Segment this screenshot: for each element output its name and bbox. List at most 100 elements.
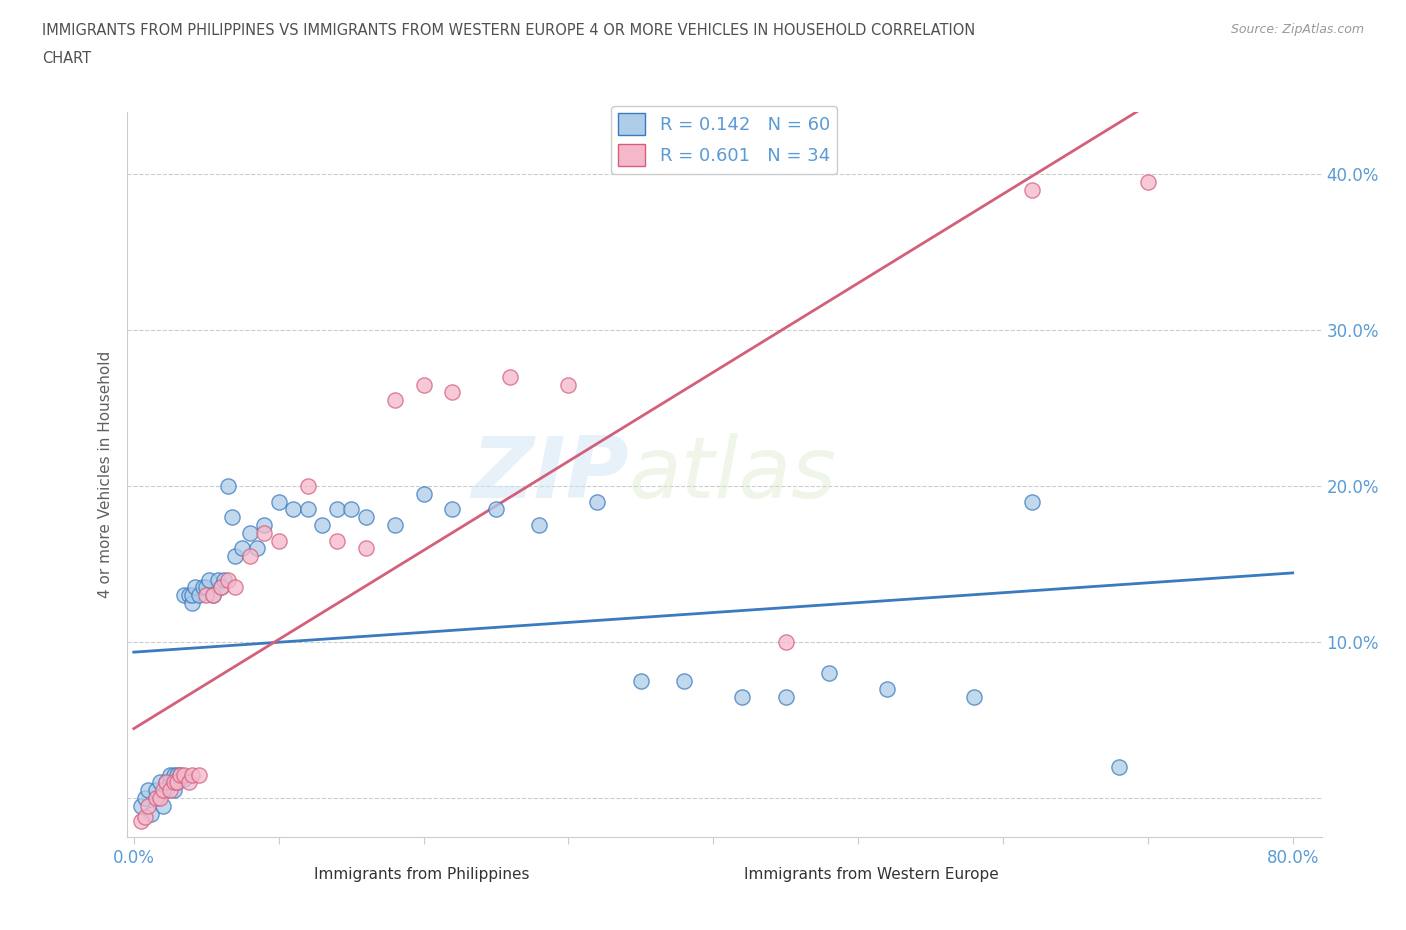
- Point: [1108, 760, 1130, 775]
- Point: [195, 588, 218, 603]
- Point: [177, 775, 200, 790]
- Point: [145, 783, 167, 798]
- Point: [193, 580, 215, 595]
- Point: [239, 549, 262, 564]
- Point: [246, 541, 269, 556]
- Point: [557, 378, 579, 392]
- Point: [231, 541, 253, 556]
- Text: Immigrants from Western Europe: Immigrants from Western Europe: [744, 867, 1000, 882]
- Point: [169, 767, 191, 782]
- Point: [155, 783, 177, 798]
- Point: [209, 580, 232, 595]
- Text: ZIP: ZIP: [471, 432, 628, 516]
- Point: [630, 673, 652, 688]
- Point: [212, 572, 235, 587]
- Text: Immigrants from Philippines: Immigrants from Philippines: [314, 867, 530, 882]
- Point: [173, 588, 195, 603]
- Point: [166, 775, 188, 790]
- Point: [145, 790, 167, 805]
- Point: [384, 392, 406, 407]
- Point: [775, 634, 797, 649]
- Point: [183, 580, 205, 595]
- Point: [152, 798, 174, 813]
- Point: [297, 479, 319, 494]
- Point: [173, 767, 195, 782]
- Point: [253, 518, 276, 533]
- Point: [441, 385, 464, 400]
- Point: [155, 775, 177, 790]
- Point: [149, 775, 172, 790]
- Point: [136, 783, 159, 798]
- Legend: R = 0.142   N = 60, R = 0.601   N = 34: R = 0.142 N = 60, R = 0.601 N = 34: [612, 106, 837, 174]
- Point: [129, 814, 152, 829]
- Point: [134, 809, 156, 824]
- Point: [155, 775, 177, 790]
- Point: [818, 666, 841, 681]
- Point: [159, 775, 181, 790]
- Point: [775, 689, 797, 704]
- Point: [239, 525, 262, 540]
- Point: [441, 502, 464, 517]
- Point: [129, 798, 152, 813]
- Point: [195, 580, 218, 595]
- Point: [485, 502, 508, 517]
- Point: [202, 588, 225, 603]
- Text: Source: ZipAtlas.com: Source: ZipAtlas.com: [1230, 23, 1364, 36]
- Text: atlas: atlas: [628, 432, 837, 516]
- Point: [412, 486, 434, 501]
- Point: [180, 767, 202, 782]
- Point: [163, 783, 186, 798]
- Point: [149, 790, 172, 805]
- Point: [281, 502, 304, 517]
- Point: [152, 783, 174, 798]
- Point: [177, 588, 200, 603]
- Point: [267, 533, 290, 548]
- Point: [1021, 494, 1043, 509]
- Point: [340, 502, 363, 517]
- Point: [499, 369, 522, 384]
- Point: [166, 775, 188, 790]
- Point: [224, 549, 246, 564]
- Point: [207, 572, 229, 587]
- Point: [217, 572, 239, 587]
- Text: IMMIGRANTS FROM PHILIPPINES VS IMMIGRANTS FROM WESTERN EUROPE 4 OR MORE VEHICLES: IMMIGRANTS FROM PHILIPPINES VS IMMIGRANT…: [42, 23, 976, 38]
- Point: [325, 502, 347, 517]
- Point: [209, 580, 232, 595]
- Point: [354, 541, 377, 556]
- Point: [586, 494, 609, 509]
- Point: [198, 572, 221, 587]
- Point: [253, 525, 276, 540]
- Point: [354, 510, 377, 525]
- Point: [311, 518, 333, 533]
- Point: [224, 580, 246, 595]
- Point: [217, 479, 239, 494]
- Point: [159, 783, 181, 798]
- Point: [173, 772, 195, 787]
- Text: CHART: CHART: [42, 51, 91, 66]
- Y-axis label: 4 or more Vehicles in Household: 4 or more Vehicles in Household: [97, 351, 112, 598]
- Point: [325, 533, 347, 548]
- Point: [1021, 182, 1043, 197]
- Point: [673, 673, 696, 688]
- Point: [1136, 174, 1159, 189]
- Point: [963, 689, 986, 704]
- Point: [188, 588, 211, 603]
- Point: [412, 378, 434, 392]
- Point: [384, 518, 406, 533]
- Point: [141, 806, 163, 821]
- Point: [145, 790, 167, 805]
- Point: [221, 510, 243, 525]
- Point: [202, 588, 225, 603]
- Point: [169, 767, 191, 782]
- Point: [267, 494, 290, 509]
- Point: [163, 775, 186, 790]
- Point: [166, 767, 188, 782]
- Point: [529, 518, 551, 533]
- Point: [159, 767, 181, 782]
- Point: [297, 502, 319, 517]
- Point: [180, 595, 202, 610]
- Point: [188, 767, 211, 782]
- Point: [876, 682, 898, 697]
- Point: [163, 767, 186, 782]
- Point: [731, 689, 754, 704]
